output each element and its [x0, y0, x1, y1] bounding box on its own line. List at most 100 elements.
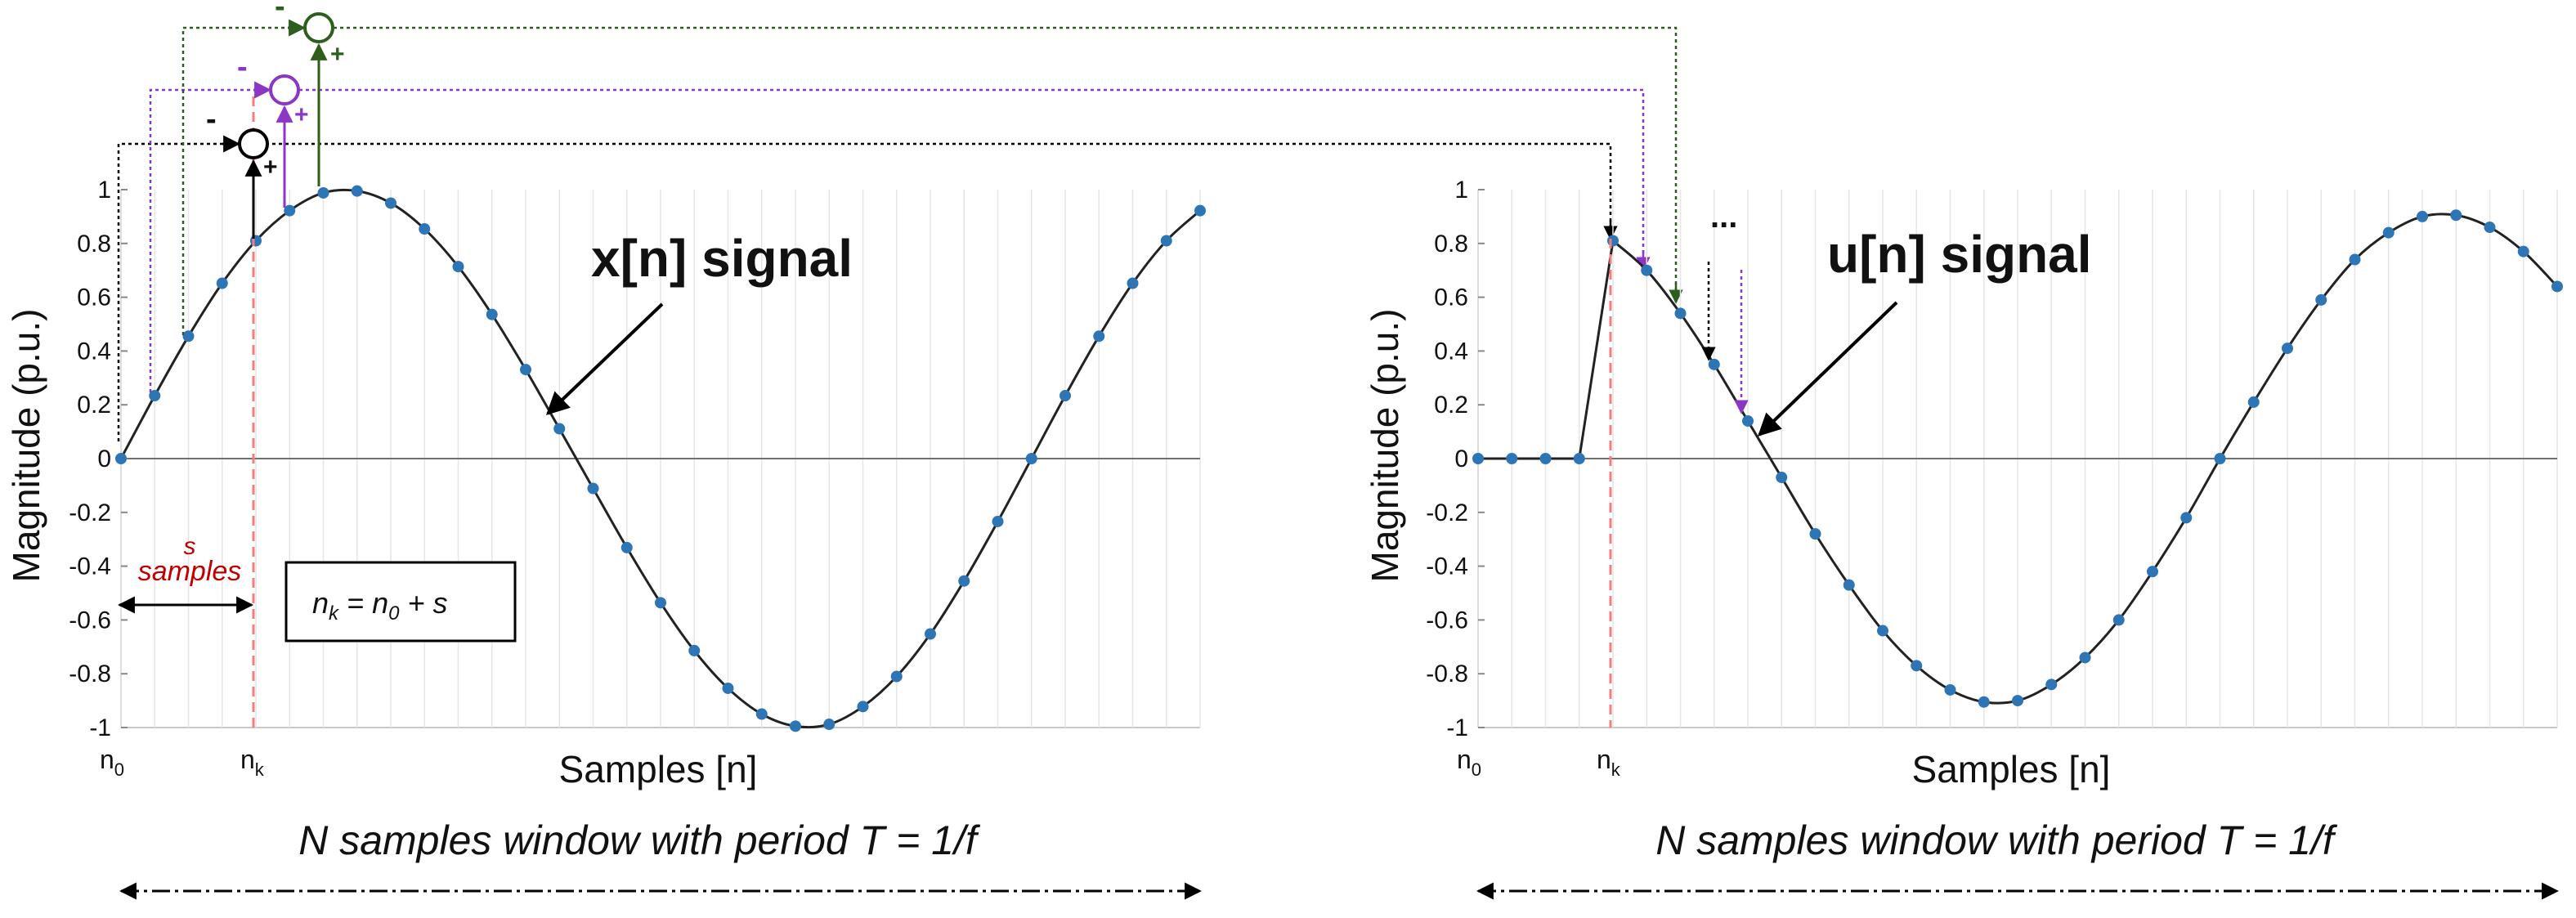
- u-ytick-label: 0: [1454, 446, 1468, 472]
- x-ytick-label: 0.6: [77, 284, 111, 311]
- u-ytick-label: -0.6: [1426, 607, 1468, 634]
- u-sample-point: [1708, 358, 1720, 370]
- x-sample-point: [1060, 390, 1071, 402]
- u-sample-point: [1911, 660, 1923, 672]
- u-sample-point: [1607, 235, 1619, 247]
- x-plot-samples: [115, 185, 1206, 732]
- u-sample-point: [1539, 453, 1552, 464]
- s-label: s: [184, 533, 196, 560]
- x-ytick-label: -0.6: [69, 607, 111, 634]
- equation-box: [284, 561, 517, 643]
- x-sample-point: [1025, 453, 1037, 464]
- x-sample-point: [722, 682, 734, 694]
- x-sample-point: [790, 720, 801, 732]
- x-sample-point: [1160, 235, 1172, 247]
- x-signal-pointer: [545, 302, 664, 415]
- u-sample-point: [2315, 293, 2327, 306]
- feedback-path-green: [181, 26, 1678, 335]
- u-signal-plot: 1 0.8 0.6 0.4 0.2 0 -0.2 -0.4 -0.6 -0.8 -1 ... Mag…: [1364, 177, 2563, 900]
- u-sample-point: [2450, 209, 2462, 222]
- u-signal-pointer: [1757, 301, 1898, 437]
- u-sample-point: [1641, 264, 1653, 276]
- u-plot-xlabel: Samples [n]: [1912, 748, 2111, 790]
- x-ytick-label: 1: [97, 177, 111, 204]
- u-plot-yticks: 1 0.8 0.6 0.4 0.2 0 -0.2 -0.4 -0.6 -0.8 -1: [1426, 177, 1485, 741]
- summer-green: [303, 12, 334, 43]
- u-sample-point: [1776, 472, 1788, 484]
- summer-minus-black: -: [206, 102, 217, 137]
- u-ytick-label: 1: [1454, 177, 1468, 204]
- u-sample-point: [2382, 226, 2395, 239]
- x-sample-point: [958, 575, 970, 587]
- u-ytick-label: 0.6: [1434, 284, 1468, 311]
- x-sample-point: [317, 186, 329, 199]
- u-tick-n0: n0: [1457, 745, 1481, 780]
- u-ellipsis: ...: [1710, 199, 1737, 235]
- u-sample-point: [1944, 683, 1956, 696]
- u-sample-point: [2247, 396, 2260, 408]
- u-sample-point: [2417, 210, 2428, 222]
- x-sample-point: [351, 185, 363, 197]
- u-sample-point: [1674, 307, 1687, 320]
- x-sample-point: [216, 277, 228, 289]
- u-sample-point: [2484, 222, 2496, 234]
- x-tick-nk: nk: [240, 745, 265, 780]
- x-sample-point: [149, 390, 161, 402]
- x-sample-point: [755, 708, 768, 720]
- x-sample-point: [553, 423, 566, 435]
- u-sample-point: [1978, 696, 1990, 708]
- x-sample-point: [452, 261, 464, 273]
- x-signal-label: x[n] signal: [591, 229, 853, 288]
- u-sample-point: [1506, 453, 1518, 464]
- summer-purple: [269, 74, 300, 105]
- x-sample-point: [520, 364, 531, 376]
- x-sample-point: [823, 719, 836, 731]
- x-sample-point: [1194, 204, 1206, 217]
- u-ytick-label: -0.8: [1426, 661, 1468, 687]
- u-sample-point: [1573, 453, 1585, 464]
- u-sample-point: [2214, 453, 2226, 464]
- x-ytick-label: -1: [89, 714, 111, 741]
- x-sample-point: [385, 197, 396, 209]
- u-sample-point: [2112, 614, 2125, 626]
- u-ytick-label: 0.2: [1434, 392, 1468, 419]
- x-ytick-label: 0.2: [77, 392, 111, 419]
- x-ytick-label: 0.8: [77, 231, 111, 257]
- x-plot-ylabel: Magnitude (p.u.): [5, 309, 47, 583]
- x-sample-point: [620, 541, 633, 553]
- u-sample-point: [1877, 625, 1888, 637]
- u-sample-point: [2147, 566, 2158, 578]
- x-sample-point: [284, 204, 296, 217]
- x-sample-point: [1127, 277, 1139, 289]
- u-tick-nk: nk: [1597, 745, 1621, 780]
- u-sample-point: [1742, 414, 1754, 427]
- x-sample-point: [182, 330, 195, 343]
- equation-text: nk = n0 + s: [312, 586, 447, 625]
- u-plot-samples: [1472, 209, 2563, 708]
- u-sample-point: [2079, 652, 2091, 664]
- x-sample-point: [925, 628, 936, 640]
- summer-black: [238, 128, 269, 159]
- u-sample-point: [2012, 695, 2023, 707]
- u-sample-point: [2282, 343, 2293, 355]
- u-sample-point: [1472, 453, 1484, 464]
- x-plot-xlabel: Samples [n]: [559, 748, 758, 790]
- summer-minus-green: -: [275, 0, 285, 24]
- x-sample-point: [992, 515, 1004, 527]
- u-ytick-label: 0.4: [1434, 338, 1468, 365]
- summer-plus-purple: +: [294, 101, 309, 128]
- u-sample-point: [2045, 678, 2058, 691]
- x-signal-plot: 1 0.8 0.6 0.4 0.2 0 -0.2 -0.4 -0.6 -0.8 -1 Magnitu…: [5, 96, 1206, 900]
- u-sample-point: [2551, 280, 2563, 293]
- x-tick-n0: n0: [100, 745, 124, 780]
- x-sample-point: [587, 482, 599, 495]
- u-sample-point: [1843, 579, 1855, 591]
- x-sample-point: [250, 235, 262, 247]
- u-sample-point: [2517, 245, 2529, 257]
- x-ytick-label: 0: [97, 446, 111, 472]
- x-plot-yticks: 1 0.8 0.6 0.4 0.2 0 -0.2 -0.4 -0.6 -0.8 -1: [69, 177, 128, 741]
- u-sample-point: [2180, 512, 2193, 524]
- u-ytick-label: -0.2: [1426, 499, 1468, 526]
- u-sample-point: [2349, 253, 2361, 266]
